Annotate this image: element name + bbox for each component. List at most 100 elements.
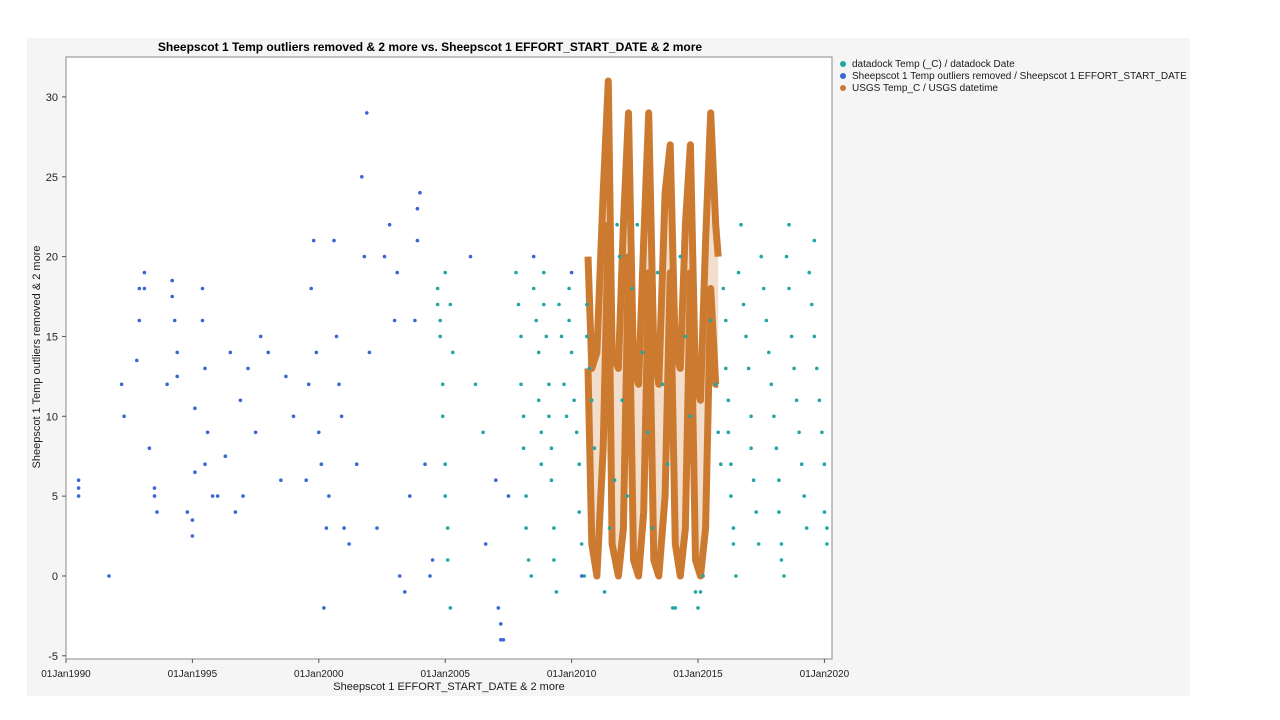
data-point [585, 334, 589, 339]
data-point [170, 278, 174, 283]
legend-item-sheepscot[interactable]: Sheepscot 1 Temp outliers removed / Shee… [840, 70, 1187, 82]
data-point [253, 430, 258, 435]
data-point [238, 398, 243, 403]
data-point [185, 510, 190, 514]
data-point [640, 350, 645, 355]
usgs-band-layer [584, 77, 722, 580]
data-point [696, 606, 700, 610]
data-point [203, 366, 207, 371]
data-point [797, 430, 801, 435]
data-point [822, 462, 827, 467]
data-point [670, 606, 675, 610]
data-point [319, 462, 324, 467]
data-point [516, 302, 521, 307]
data-point [579, 542, 584, 546]
y-tick-label: 25 [46, 172, 58, 184]
data-point [769, 382, 774, 387]
x-axis-title: Sheepscot 1 EFFORT_START_DATE & 2 more [333, 681, 565, 693]
data-point [536, 398, 541, 403]
point-layer [76, 111, 829, 642]
data-point [137, 318, 142, 323]
data-point [792, 366, 796, 371]
data-point [135, 358, 139, 363]
data-point [789, 334, 794, 339]
data-point [332, 238, 336, 243]
data-point [190, 534, 195, 538]
data-point [529, 574, 533, 578]
data-point [445, 558, 450, 562]
x-tick-label: 01Jan2015 [673, 669, 723, 680]
data-point [309, 286, 314, 291]
data-point [799, 462, 804, 467]
x-tick-label: 01Jan2020 [800, 669, 850, 680]
data-point [521, 414, 526, 419]
data-point [756, 542, 761, 546]
legend-label: Sheepscot 1 Temp outliers removed / Shee… [852, 70, 1187, 82]
y-tick-label: 10 [46, 411, 58, 423]
data-point [354, 462, 359, 467]
data-point [193, 406, 197, 411]
data-point [519, 382, 523, 387]
data-point [210, 494, 215, 498]
data-point [660, 382, 665, 387]
data-point [142, 270, 147, 275]
data-point [741, 302, 746, 307]
legend[interactable]: datadock Temp (_C) / datadock Date Sheep… [840, 58, 1187, 94]
data-point [524, 494, 528, 498]
legend-item-datadock[interactable]: datadock Temp (_C) / datadock Date [840, 58, 1187, 70]
data-point [481, 430, 485, 435]
data-point [625, 494, 629, 498]
data-point [524, 526, 528, 530]
data-point [448, 302, 453, 307]
x-tick-label: 01Jan2005 [420, 669, 470, 680]
data-point [203, 462, 207, 467]
data-point [334, 334, 339, 339]
data-point [284, 374, 288, 379]
data-point [751, 478, 756, 483]
legend-item-usgs[interactable]: USGS Temp_C / USGS datetime [840, 82, 1187, 94]
data-point [817, 398, 822, 403]
data-point [468, 254, 473, 259]
data-point [567, 286, 571, 291]
data-point [382, 254, 387, 259]
data-point [542, 270, 546, 275]
data-point [473, 382, 478, 387]
data-point [721, 286, 726, 291]
data-point [815, 366, 819, 371]
data-point [683, 334, 688, 339]
data-point [761, 286, 766, 291]
data-point [557, 302, 561, 307]
data-point [306, 382, 311, 387]
data-point [693, 590, 698, 594]
data-point [499, 638, 503, 642]
data-point [678, 254, 683, 259]
data-point [367, 350, 372, 355]
y-tick-label: 20 [46, 252, 58, 264]
data-point [615, 222, 619, 227]
data-point [731, 526, 736, 530]
data-point [526, 558, 531, 562]
data-point [572, 398, 576, 403]
data-point [539, 462, 544, 467]
y-tick-label: 5 [52, 491, 58, 503]
data-point [825, 526, 829, 530]
data-point [630, 286, 635, 291]
data-point [673, 606, 678, 610]
data-point [635, 222, 640, 227]
data-point [719, 462, 723, 467]
data-point [729, 494, 733, 498]
data-point [777, 510, 781, 514]
data-point [119, 382, 124, 387]
data-point [418, 190, 422, 195]
data-point [784, 254, 789, 259]
data-point [713, 382, 718, 387]
data-point [342, 526, 346, 530]
data-point [339, 414, 344, 419]
data-point [774, 446, 779, 451]
data-point [767, 350, 771, 355]
data-point [759, 254, 763, 259]
data-point [266, 350, 271, 355]
data-point [193, 470, 197, 475]
data-point [375, 526, 379, 530]
data-point [314, 350, 319, 355]
